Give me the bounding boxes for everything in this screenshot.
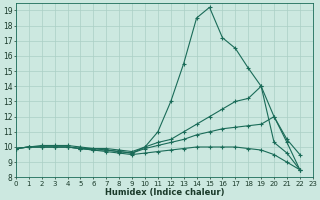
X-axis label: Humidex (Indice chaleur): Humidex (Indice chaleur): [105, 188, 224, 197]
